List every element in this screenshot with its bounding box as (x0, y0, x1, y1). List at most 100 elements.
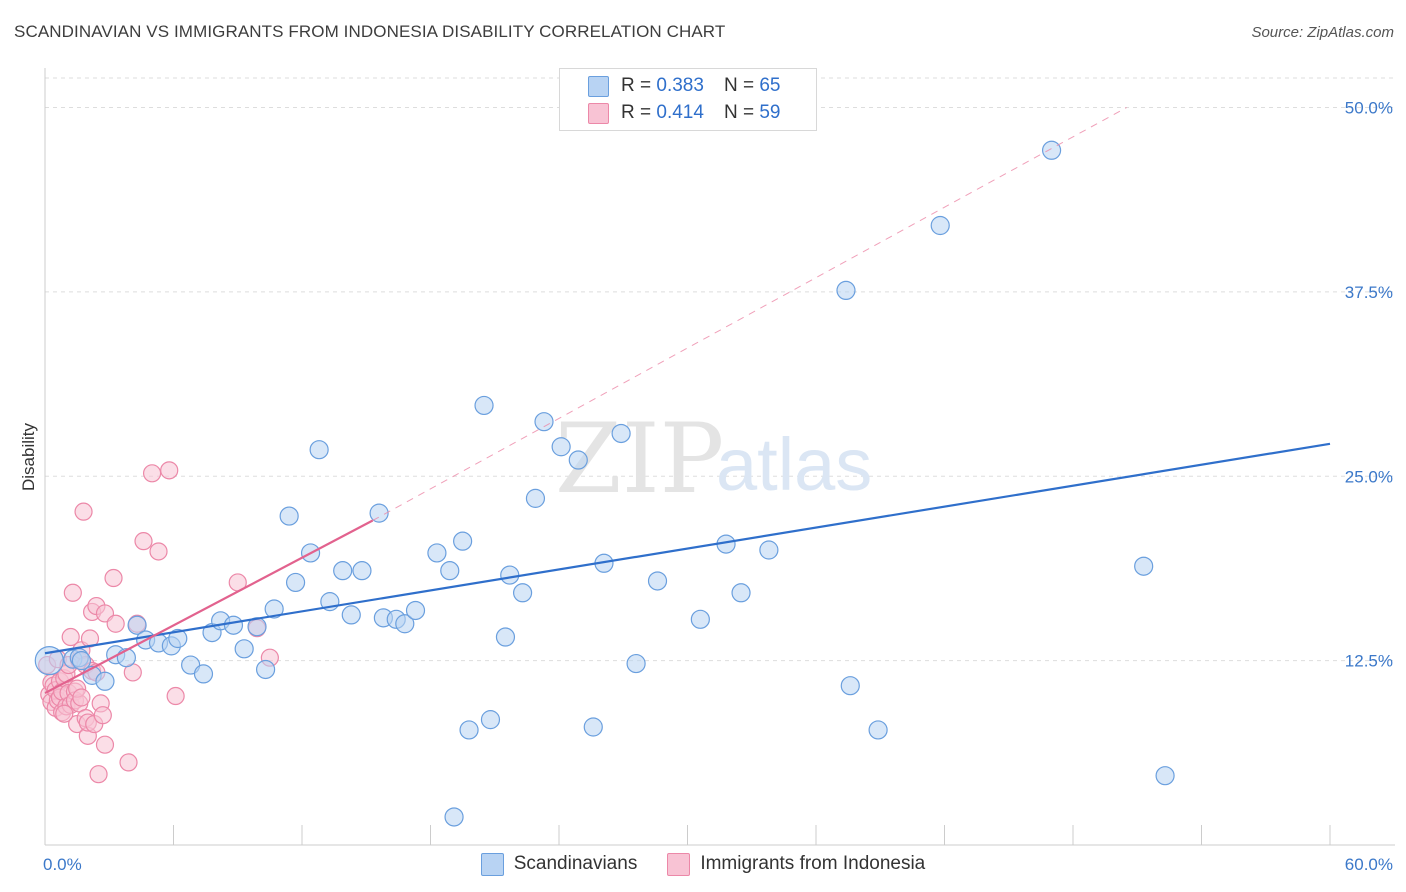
trend-line-indonesia (44, 519, 374, 695)
data-point-scandinavian (626, 653, 646, 674)
bottom-legend-indonesia: Immigrants from Indonesia (667, 852, 925, 876)
data-point-indonesia (160, 461, 179, 480)
data-point-scandinavian (459, 720, 479, 740)
axis-ticks: 12.5% 25.0% 37.5% 50.0% 0.0% 60.0% (43, 99, 1393, 875)
data-point-indonesia (104, 568, 123, 588)
bottom-legend-scandinavians: Scandinavians (480, 852, 638, 876)
legend-swatch-pink (588, 102, 609, 124)
legend-row-scandinavians: R = 0.383 N = 65 (588, 74, 780, 98)
data-point-scandinavian (759, 540, 779, 560)
data-point-scandinavian (453, 531, 473, 551)
data-point-scandinavian (279, 506, 299, 526)
data-point-scandinavian (525, 488, 546, 508)
bottom-legend-swatch-blue (480, 852, 504, 876)
axes (44, 68, 1395, 846)
data-point-indonesia (134, 532, 153, 551)
series-immigrants-from-indonesia (38, 461, 279, 784)
bottom-legend-label: Immigrants from Indonesia (700, 853, 926, 874)
data-point-scandinavian (127, 615, 147, 635)
data-point-scandinavian (223, 615, 244, 635)
data-point-scandinavian (611, 423, 631, 444)
data-point-scandinavian (512, 583, 533, 603)
source-label: Source: ZipAtlas.com (1251, 24, 1394, 41)
data-point-scandinavian (868, 720, 888, 740)
data-point-scandinavian (369, 503, 389, 523)
data-point-scandinavian (395, 614, 415, 634)
y-axis-label: Disability (19, 422, 38, 491)
legend-n-label: N = (723, 75, 755, 96)
watermark-atlas: atlas (716, 423, 872, 506)
chart-title: SCANDINAVIAN VS IMMIGRANTS FROM INDONESI… (14, 22, 726, 41)
watermark: ZIP atlas (555, 403, 872, 515)
data-point-scandinavian (264, 599, 284, 619)
data-point-indonesia (72, 688, 91, 707)
data-point-scandinavian (309, 440, 329, 460)
legend-n-value: 59 (759, 102, 781, 123)
trend-lines (44, 107, 1331, 695)
data-point-indonesia (89, 765, 108, 784)
grid-lines (45, 77, 1395, 662)
legend-r-label: R = (621, 75, 652, 96)
bottom-legend-swatch-pink (667, 852, 691, 876)
data-point-scandinavian (583, 717, 603, 737)
data-point-scandinavian (690, 609, 710, 629)
data-point-scandinavian (1155, 766, 1175, 786)
data-point-scandinavian (34, 646, 64, 676)
data-point-scandinavian (405, 600, 426, 621)
legend-r-value: 0.383 (656, 75, 704, 96)
data-point-scandinavian (341, 605, 361, 625)
data-point-scandinavian (1041, 140, 1062, 160)
legend-n-value: 65 (759, 75, 781, 96)
legend: R = 0.383 N = 65 R = 0.414 N = 59 (559, 68, 817, 131)
x-tick-label: 60.0% (1345, 855, 1393, 874)
data-point-scandinavian (840, 676, 860, 696)
legend-n-label: N = (723, 102, 755, 123)
data-point-indonesia (119, 753, 138, 772)
data-point-scandinavian (495, 627, 516, 647)
data-point-scandinavian (444, 807, 464, 827)
data-point-indonesia (142, 464, 162, 483)
data-point-scandinavian (333, 561, 353, 581)
data-point-scandinavian (255, 659, 276, 680)
data-point-scandinavian (352, 561, 372, 581)
legend-swatch-blue (588, 75, 609, 97)
data-point-indonesia (106, 614, 125, 633)
data-point-indonesia (61, 627, 80, 647)
data-point-scandinavian (731, 583, 751, 603)
data-point-scandinavian (285, 572, 306, 593)
data-point-scandinavian (930, 215, 950, 236)
data-point-scandinavian (1134, 556, 1154, 576)
data-point-scandinavian (568, 450, 588, 470)
data-point-scandinavian (95, 671, 115, 691)
data-point-scandinavian (836, 280, 856, 300)
series-scandinavians (34, 140, 1175, 827)
legend-row-indonesia: R = 0.414 N = 59 (588, 101, 780, 125)
data-point-scandinavian (500, 565, 520, 585)
data-point-indonesia (74, 502, 93, 521)
data-point-scandinavian (647, 571, 668, 591)
data-point-scandinavian (193, 664, 214, 684)
data-point-scandinavian (71, 651, 92, 671)
trend-line-indonesia-extended (372, 107, 1127, 521)
data-point-scandinavian (474, 395, 494, 416)
data-point-scandinavian (168, 628, 188, 649)
data-point-indonesia (166, 686, 185, 706)
legend-r-value: 0.414 (656, 102, 704, 123)
data-point-scandinavian (234, 639, 254, 659)
data-point-scandinavian (427, 543, 447, 563)
data-point-scandinavian (534, 412, 554, 432)
trend-line-scandinavians (44, 442, 1331, 655)
x-tick-label: 0.0% (43, 855, 82, 874)
legend-r-label: R = (621, 102, 652, 123)
data-point-scandinavian (480, 710, 501, 730)
data-point-indonesia (55, 704, 74, 723)
data-point-indonesia (149, 542, 168, 561)
bottom-legend: Scandinavians Immigrants from Indonesia (0, 852, 1406, 876)
y-tick-label: 25.0% (1345, 467, 1393, 486)
data-point-indonesia (95, 735, 115, 754)
data-point-scandinavian (551, 437, 571, 457)
bottom-legend-label: Scandinavians (513, 853, 638, 874)
data-point-indonesia (93, 706, 112, 725)
y-tick-label: 37.5% (1345, 283, 1393, 302)
